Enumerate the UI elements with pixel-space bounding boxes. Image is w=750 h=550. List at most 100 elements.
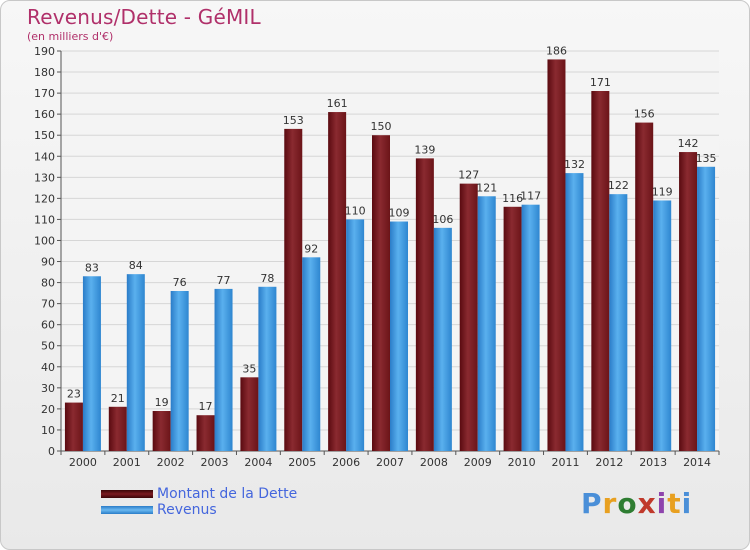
bar-debt [152, 411, 171, 451]
bar-debt [328, 112, 347, 451]
x-tick-label: 2012 [595, 456, 623, 469]
bar-debt [196, 415, 215, 451]
y-tick-label: 130 [34, 171, 55, 184]
y-tick-label: 70 [41, 298, 55, 311]
x-tick-label: 2013 [639, 456, 667, 469]
data-label-debt: 127 [458, 169, 479, 182]
x-tick-label: 2000 [69, 456, 97, 469]
legend-label-debt: Montant de la Dette [157, 486, 298, 502]
bar-revenue [697, 166, 716, 451]
logo-letter: i [681, 487, 693, 520]
chart-subtitle: (en milliers d'€) [27, 30, 114, 43]
x-tick-label: 2003 [201, 456, 229, 469]
bar-debt [459, 183, 478, 451]
data-label-debt: 35 [242, 362, 256, 375]
x-tick-label: 2008 [420, 456, 448, 469]
bar-revenue [346, 219, 365, 451]
data-label-revenue: 135 [696, 152, 717, 165]
bar-revenue [521, 204, 540, 451]
bar-revenue [302, 257, 321, 451]
bar-debt [372, 135, 390, 452]
x-tick-label: 2009 [464, 456, 492, 469]
data-label-debt: 150 [371, 120, 392, 133]
bar-revenue [653, 200, 672, 451]
y-tick-label: 80 [41, 277, 55, 290]
data-label-debt: 116 [502, 192, 523, 205]
axes: 0 10 20 30 40 50 60 70 80 90 100 110 120 130 140 150 160… [34, 45, 720, 469]
bar-revenue [565, 173, 584, 451]
data-label-debt: 156 [634, 108, 655, 121]
x-tick-label: 2014 [683, 456, 711, 469]
bar-debt [679, 152, 698, 452]
data-label-revenue: 119 [652, 185, 673, 198]
logo-letter: r [602, 487, 618, 520]
y-tick-label: 30 [41, 382, 55, 395]
bar-debt [635, 122, 654, 451]
y-tick-label: 10 [41, 424, 55, 437]
bar-debt [503, 206, 522, 451]
bar-debt [284, 128, 303, 451]
y-tick-label: 160 [34, 108, 55, 121]
logo-letter: i [656, 487, 668, 520]
bar-debt [547, 59, 566, 451]
data-label-revenue: 83 [85, 261, 99, 274]
bar-revenue [433, 227, 452, 451]
bar-revenue [82, 276, 101, 451]
data-label-revenue: 121 [476, 181, 497, 194]
data-label-debt: 153 [283, 114, 304, 127]
data-label-debt: 186 [546, 44, 567, 57]
data-labels: 23 83 21 84 19 76 17 77 35 78 153 92 161 110 150 109 139… [67, 44, 717, 413]
bars [64, 59, 716, 452]
bar-debt [591, 91, 610, 451]
legend-swatch-revenue [101, 506, 153, 514]
y-tick-label: 20 [41, 403, 55, 416]
y-tick-label: 120 [34, 192, 55, 205]
legend-swatch-debt [101, 490, 153, 498]
data-label-revenue: 78 [260, 272, 274, 285]
data-label-debt: 21 [111, 392, 125, 405]
y-tick-label: 40 [41, 361, 55, 374]
data-label-revenue: 106 [432, 213, 453, 226]
bar-revenue [609, 194, 628, 451]
logo-letter: x [637, 487, 657, 520]
logo-letter: P [581, 487, 603, 520]
data-label-revenue: 117 [520, 190, 541, 203]
data-label-debt: 161 [327, 97, 348, 110]
bar-debt [415, 158, 434, 452]
y-tick-label: 170 [34, 87, 55, 100]
x-tick-label: 2006 [332, 456, 360, 469]
x-tick-label: 2001 [113, 456, 141, 469]
bar-debt [64, 402, 83, 451]
y-tick-label: 110 [34, 213, 55, 226]
bar-debt [108, 406, 127, 451]
bar-revenue [170, 291, 189, 451]
data-label-revenue: 92 [304, 242, 318, 255]
data-label-revenue: 122 [608, 179, 629, 192]
bar-revenue [477, 196, 496, 451]
y-tick-label: 190 [34, 45, 55, 58]
y-tick-label: 60 [41, 319, 55, 332]
y-tick-label: 180 [34, 66, 55, 79]
proxiti-logo: Proxiti [581, 487, 692, 520]
x-tick-label: 2002 [157, 456, 185, 469]
bar-revenue [390, 221, 408, 451]
bar-revenue [126, 274, 145, 451]
data-label-debt: 171 [590, 76, 611, 89]
y-tick-label: 140 [34, 150, 55, 163]
x-tick-label: 2005 [288, 456, 316, 469]
bar-revenue [214, 288, 233, 451]
y-tick-label: 150 [34, 129, 55, 142]
bar-debt [240, 377, 259, 451]
y-tick-label: 100 [34, 234, 55, 247]
data-label-debt: 23 [67, 388, 81, 401]
x-tick-label: 2011 [551, 456, 579, 469]
y-tick-label: 90 [41, 256, 55, 269]
logo-letter: t [667, 487, 682, 520]
data-label-revenue: 84 [129, 259, 143, 272]
chart-title: Revenus/Dette - GéMIL [27, 5, 261, 29]
x-tick-label: 2010 [508, 456, 536, 469]
data-label-revenue: 77 [217, 274, 231, 287]
y-tick-label: 0 [48, 445, 55, 458]
